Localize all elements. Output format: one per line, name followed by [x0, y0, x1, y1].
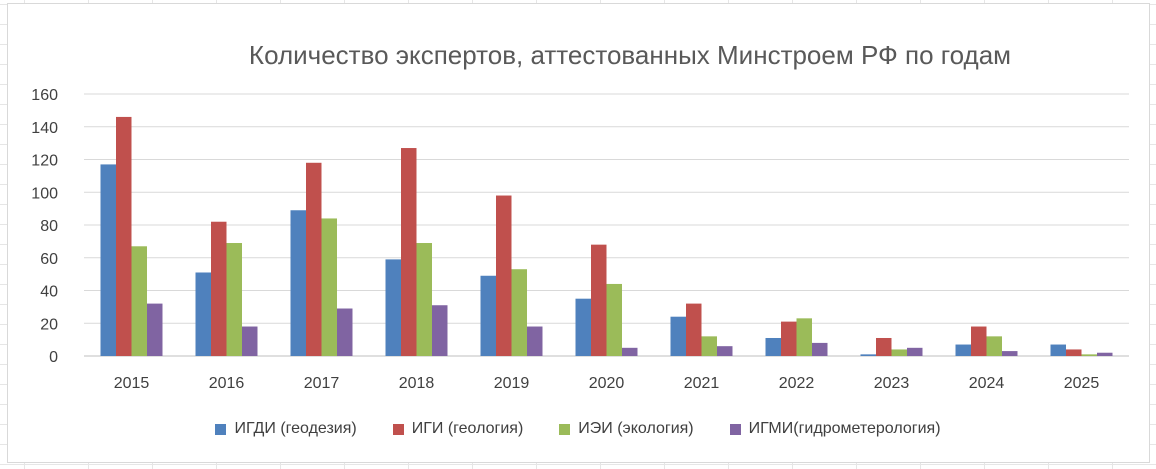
bar [337, 308, 353, 356]
x-tick-label: 2015 [114, 375, 150, 392]
x-tick-label: 2022 [779, 375, 815, 392]
bar [701, 336, 717, 356]
bar [511, 269, 527, 356]
x-tick-label: 2016 [209, 375, 245, 392]
bar [591, 244, 607, 356]
bar [891, 349, 907, 356]
bar [306, 162, 322, 356]
bar [622, 347, 638, 356]
bar [986, 336, 1002, 356]
legend-item: ИГМИ(гидрометерология) [729, 420, 941, 438]
bar [432, 305, 448, 356]
legend-item: ИГДИ (геодезия) [215, 420, 357, 438]
y-tick-label: 80 [40, 218, 58, 235]
bar [211, 221, 227, 356]
bar [290, 210, 306, 356]
bar [321, 218, 337, 356]
bar [796, 318, 812, 356]
x-tick-label: 2018 [399, 375, 435, 392]
y-tick-label: 20 [40, 316, 58, 333]
bar [971, 326, 987, 356]
bar [606, 283, 622, 356]
bar [527, 326, 543, 356]
bar [195, 272, 211, 356]
bar [781, 321, 797, 356]
legend-swatch [729, 423, 741, 435]
bar [226, 243, 242, 356]
legend-label: ИГМИ(гидрометерология) [748, 420, 941, 437]
x-tick-label: 2017 [304, 375, 340, 392]
legend-item: ИГИ (геология) [392, 420, 524, 438]
bar [416, 243, 432, 356]
bar [686, 303, 702, 356]
bar [717, 346, 733, 356]
legend-label: ИГИ (геология) [411, 420, 524, 437]
legend-item: ИЭИ (экология) [559, 420, 694, 438]
bar [1050, 344, 1066, 356]
bar [385, 259, 401, 356]
bar [1097, 352, 1113, 356]
bar [100, 164, 116, 356]
bar [1081, 354, 1097, 356]
y-tick-label: 120 [31, 153, 58, 170]
legend-swatch [559, 423, 571, 435]
bar [955, 344, 971, 356]
bar [1066, 349, 1082, 356]
x-tick-label: 2023 [874, 375, 910, 392]
y-tick-label: 160 [31, 87, 58, 104]
y-tick-label: 100 [31, 185, 58, 202]
bar [812, 342, 828, 356]
legend-swatch [392, 423, 404, 435]
bar [147, 303, 163, 356]
bar [116, 116, 132, 356]
y-tick-label: 40 [40, 284, 58, 301]
legend-label: ИЭИ (экология) [578, 420, 694, 437]
bar [765, 337, 781, 356]
y-tick-label: 60 [40, 251, 58, 268]
legend-label: ИГДИ (геодезия) [234, 420, 357, 437]
legend-swatch [215, 423, 227, 435]
x-tick-label: 2025 [1064, 375, 1100, 392]
x-tick-label: 2020 [589, 375, 625, 392]
x-tick-label: 2024 [969, 375, 1005, 392]
chart-title: Количество экспертов, аттестованных Минс… [248, 40, 1012, 70]
chart-area[interactable] [7, 3, 1150, 463]
bar [401, 148, 417, 356]
bar [575, 298, 591, 356]
bar [1002, 351, 1018, 356]
bar [907, 347, 923, 356]
bar [670, 316, 686, 356]
y-tick-label: 140 [31, 120, 58, 137]
bar [480, 275, 496, 356]
bar [131, 246, 147, 356]
y-tick-label: 0 [49, 349, 58, 366]
bar [496, 195, 512, 356]
bar [242, 326, 258, 356]
bar [876, 337, 892, 356]
x-tick-label: 2021 [684, 375, 720, 392]
chart-legend: ИГДИ (геодезия) ИГИ (геология) ИЭИ (эколог… [0, 420, 1156, 438]
bar [860, 354, 876, 356]
x-tick-label: 2019 [494, 375, 530, 392]
